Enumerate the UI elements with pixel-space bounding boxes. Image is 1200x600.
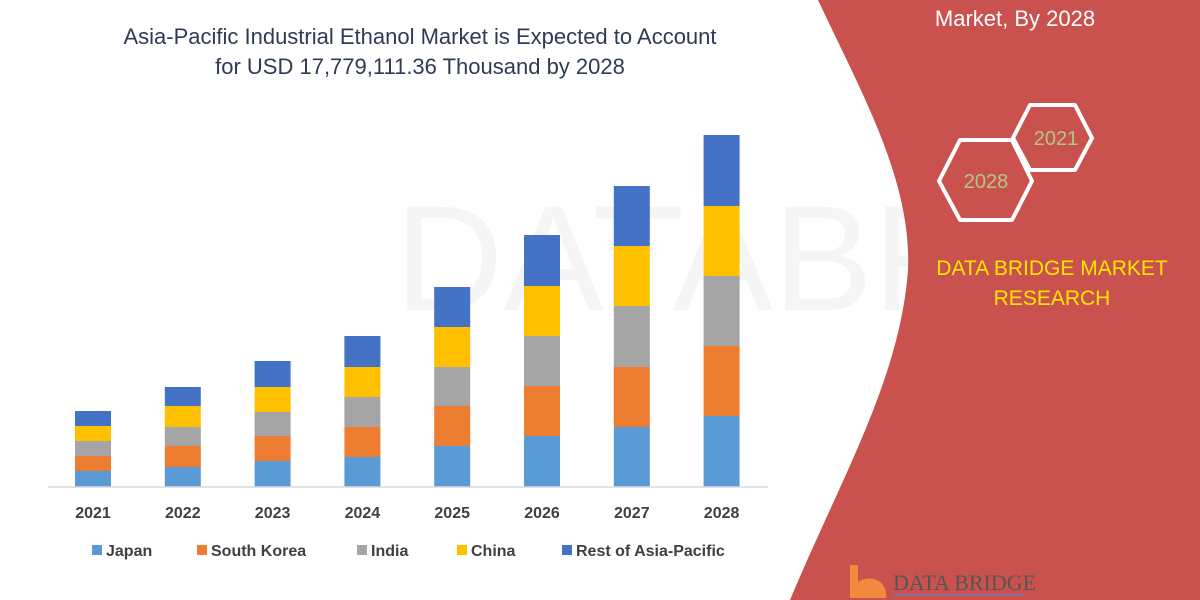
legend-label: South Korea bbox=[211, 543, 306, 560]
bar-2028-south-korea bbox=[703, 346, 740, 416]
bar-2024-japan bbox=[344, 457, 381, 487]
panel-heading: Market, By 2028 bbox=[935, 6, 1095, 31]
bar-2028-japan bbox=[703, 416, 740, 487]
bar-2022-china bbox=[164, 406, 201, 427]
legend-label: Japan bbox=[106, 543, 152, 560]
legend-swatch bbox=[197, 545, 207, 555]
legend-swatch bbox=[357, 545, 367, 555]
hexagon-2028: 2028 bbox=[937, 138, 1034, 222]
x-tick-2027: 2027 bbox=[614, 505, 650, 522]
legend-item-china: China bbox=[457, 543, 516, 560]
logo-text: DATA BRIDGE bbox=[893, 570, 1036, 595]
bar-2023-rest-of-asia-pacific bbox=[254, 361, 291, 387]
bar-2023-india bbox=[254, 412, 291, 436]
x-tick-2026: 2026 bbox=[524, 505, 560, 522]
bar-2023-china bbox=[254, 387, 291, 412]
brand-line-1: DATA BRIDGE MARKET bbox=[936, 257, 1168, 280]
bar-2025-south-korea bbox=[434, 406, 471, 446]
x-tick-2022: 2022 bbox=[165, 505, 201, 522]
bar-2026-japan bbox=[524, 436, 560, 487]
bar-2023-japan bbox=[254, 461, 291, 487]
legend-swatch bbox=[92, 545, 102, 555]
logo: DATA BRIDGE bbox=[850, 565, 1036, 598]
hex-year-2021: 2021 bbox=[1034, 128, 1079, 150]
bar-2025-japan bbox=[434, 446, 471, 487]
legend-swatch bbox=[457, 545, 467, 555]
x-tick-2025: 2025 bbox=[434, 505, 470, 522]
bar-2022-japan bbox=[164, 467, 201, 487]
bar-2026-china bbox=[524, 286, 560, 336]
bar-2022-rest-of-asia-pacific bbox=[164, 387, 201, 406]
bar-2028-china bbox=[703, 206, 740, 276]
legend-label: China bbox=[471, 543, 516, 560]
bar-2027-south-korea bbox=[613, 367, 650, 427]
bar-2025-china bbox=[434, 327, 471, 367]
bar-2027-china bbox=[613, 246, 650, 306]
x-tick-labels: 2021 2022 2023 2024 2025 2026 2027 2028 bbox=[75, 505, 739, 522]
bar-2025-rest-of-asia-pacific bbox=[434, 287, 471, 327]
bar-2028-rest-of-asia-pacific bbox=[703, 135, 740, 206]
red-panel bbox=[790, 0, 1200, 600]
legend-item-south-korea: South Korea bbox=[197, 543, 306, 560]
logo-mark-icon bbox=[850, 565, 887, 598]
bar-2021-india bbox=[75, 441, 111, 456]
bars bbox=[75, 135, 740, 487]
legend-label: India bbox=[371, 543, 408, 560]
bar-2026-south-korea bbox=[524, 386, 560, 436]
legend-item-india: India bbox=[357, 543, 408, 560]
bar-2021-rest-of-asia-pacific bbox=[75, 411, 111, 426]
bar-2024-rest-of-asia-pacific bbox=[344, 336, 381, 367]
bar-2024-china bbox=[344, 367, 381, 397]
bar-2022-south-korea bbox=[164, 446, 201, 467]
brand-line-2: RESEARCH bbox=[994, 287, 1111, 310]
bar-2023-south-korea bbox=[254, 436, 291, 461]
bar-2026-rest-of-asia-pacific bbox=[524, 235, 560, 286]
x-tick-2024: 2024 bbox=[345, 505, 381, 522]
bar-2021-china bbox=[75, 426, 111, 441]
bar-2021-south-korea bbox=[75, 456, 111, 471]
bar-2025-india bbox=[434, 367, 471, 406]
bar-2026-india bbox=[524, 336, 560, 386]
bar-2021-japan bbox=[75, 471, 111, 487]
chart-title-line-1: Asia-Pacific Industrial Ethanol Market i… bbox=[123, 24, 716, 49]
hex-year-2028: 2028 bbox=[964, 171, 1009, 193]
x-tick-2028: 2028 bbox=[704, 505, 740, 522]
bar-2024-south-korea bbox=[344, 427, 381, 457]
x-tick-2021: 2021 bbox=[75, 505, 111, 522]
chart-title-line-2: for USD 17,779,111.36 Thousand by 2028 bbox=[215, 54, 625, 79]
legend-swatch bbox=[562, 545, 572, 555]
x-tick-2023: 2023 bbox=[255, 505, 291, 522]
hexagon-2021: 2021 bbox=[1011, 103, 1094, 172]
legend-item-rest-of-asia-pacific: Rest of Asia-Pacific bbox=[562, 543, 725, 560]
legend-item-japan: Japan bbox=[92, 543, 152, 560]
bar-2027-japan bbox=[613, 427, 650, 487]
bar-2024-india bbox=[344, 397, 381, 427]
bar-2028-india bbox=[703, 276, 740, 346]
bar-2027-rest-of-asia-pacific bbox=[613, 186, 650, 246]
legend: Japan South Korea India China Rest of Asia-P… bbox=[92, 543, 725, 560]
legend-label: Rest of Asia-Pacific bbox=[576, 543, 725, 560]
bar-2027-india bbox=[613, 306, 650, 367]
bar-2022-india bbox=[164, 427, 201, 446]
